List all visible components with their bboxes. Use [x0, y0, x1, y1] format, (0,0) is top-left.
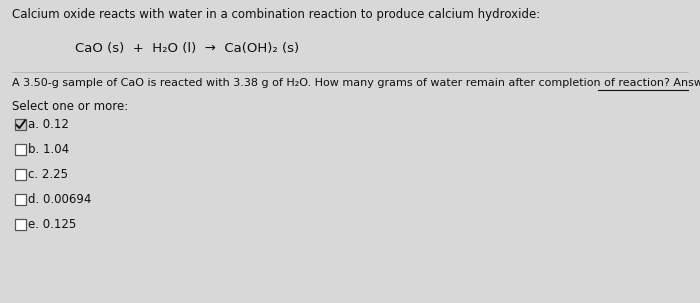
- Text: c. 2.25: c. 2.25: [28, 168, 68, 181]
- Bar: [15, 144, 26, 155]
- Text: CaO (s)  +  H₂O (l)  →  Ca(OH)₂ (s): CaO (s) + H₂O (l) → Ca(OH)₂ (s): [75, 42, 299, 55]
- Bar: [15, 219, 26, 230]
- Text: b. 1.04: b. 1.04: [28, 143, 69, 156]
- Text: Calcium oxide reacts with water in a combination reaction to produce calcium hyd: Calcium oxide reacts with water in a com…: [12, 8, 540, 21]
- Text: d. 0.00694: d. 0.00694: [28, 193, 92, 206]
- Text: a. 0.12: a. 0.12: [28, 118, 69, 131]
- Bar: [15, 119, 26, 130]
- Text: Select one or more:: Select one or more:: [12, 100, 128, 113]
- Text: A 3.50-g sample of CaO is reacted with 3.38 g of H₂O. How many grams of water re: A 3.50-g sample of CaO is reacted with 3…: [12, 78, 700, 88]
- Bar: [15, 194, 26, 205]
- Text: e. 0.125: e. 0.125: [28, 218, 76, 231]
- Bar: [15, 169, 26, 180]
